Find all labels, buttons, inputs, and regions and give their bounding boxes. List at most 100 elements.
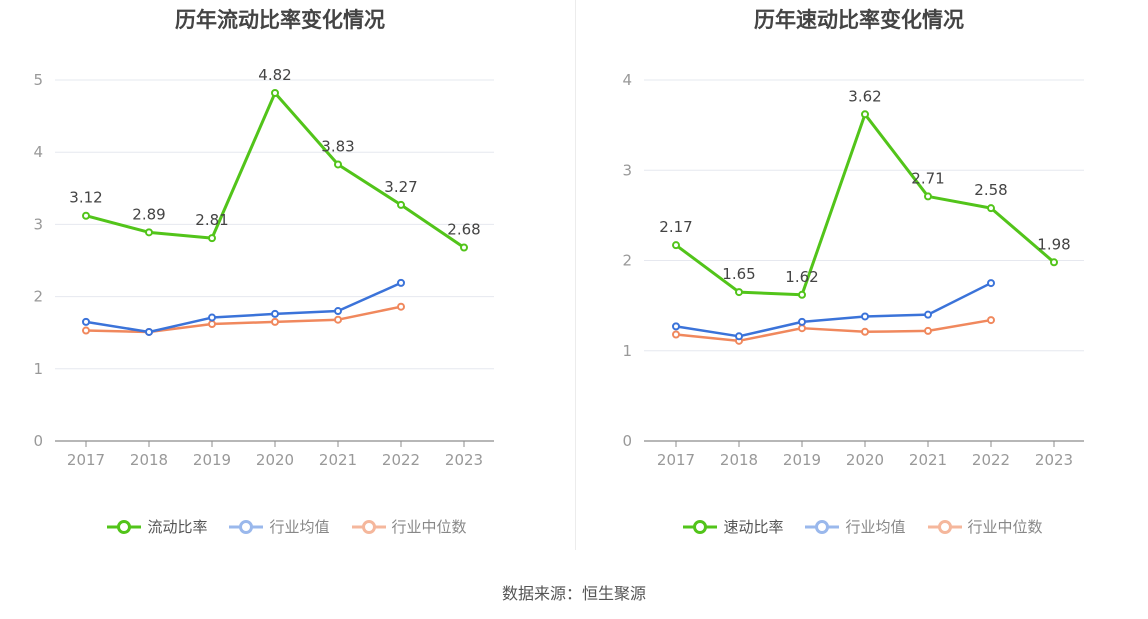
x-tick-label: 2021	[319, 451, 357, 469]
legend-line-circle-icon	[229, 519, 264, 534]
panel-divider	[575, 0, 576, 550]
data-point	[987, 316, 995, 325]
legend-item-industry-median[interactable]: 行业中位数	[351, 516, 467, 537]
data-point	[861, 110, 869, 119]
x-tick-label: 2022	[382, 451, 420, 469]
legend-line-circle-icon	[683, 519, 718, 534]
data-point	[82, 326, 90, 335]
data-point	[397, 278, 405, 287]
data-label: 1.98	[1037, 235, 1070, 253]
legend-item-industry-avg[interactable]: 行业均值	[229, 516, 330, 537]
y-tick-label: 5	[33, 71, 43, 89]
series-line	[675, 318, 992, 343]
data-point	[271, 309, 279, 318]
data-label: 1.65	[722, 265, 755, 283]
legend-label: 行业中位数	[967, 518, 1043, 536]
data-label: 2.68	[447, 221, 480, 239]
chart-legend: 流动比率 行业均值 行业中位数	[0, 516, 574, 537]
series-line	[675, 281, 992, 338]
x-tick-label: 2023	[1035, 451, 1073, 469]
data-label: 2.81	[195, 211, 228, 229]
x-tick-label: 2022	[972, 451, 1010, 469]
data-label: 3.83	[321, 137, 354, 155]
legend-label: 行业均值	[269, 518, 330, 536]
legend-item-industry-avg[interactable]: 行业均值	[805, 516, 906, 537]
data-point	[672, 322, 680, 331]
data-point	[82, 317, 90, 326]
quick-ratio-chart: 0 1 2 3 4 2017 2018 2019 2020 2021 2022 2023 2.17 1.6…	[622, 71, 1084, 469]
data-label: 1.62	[785, 268, 818, 286]
data-label: 3.12	[69, 189, 102, 207]
chart-legend: 速动比率 行业均值 行业中位数	[576, 516, 1148, 537]
data-point	[924, 310, 932, 319]
data-point	[987, 204, 995, 213]
data-source-note: 数据来源：恒生聚源	[501, 584, 646, 603]
data-point	[861, 312, 869, 321]
y-tick-label: 3	[33, 215, 43, 233]
data-point	[672, 241, 680, 250]
legend-line-circle-icon	[805, 519, 840, 534]
x-tick-label: 2019	[783, 451, 821, 469]
series-line	[85, 305, 402, 334]
data-point	[334, 315, 342, 324]
legend-label: 行业均值	[845, 518, 906, 536]
legend-item-ratio[interactable]: 速动比率	[683, 516, 783, 537]
chart-title: 历年速动比率变化情况	[754, 8, 964, 32]
data-point	[1050, 258, 1058, 267]
legend-line-circle-icon	[351, 519, 386, 534]
y-tick-label: 2	[33, 288, 43, 306]
data-point	[798, 290, 806, 299]
x-tick-label: 2021	[909, 451, 947, 469]
data-point	[397, 200, 405, 209]
data-point	[334, 307, 342, 316]
y-tick-label: 0	[622, 432, 632, 450]
series-line	[85, 281, 402, 334]
data-point	[798, 324, 806, 333]
data-point	[861, 327, 869, 336]
x-tick-label: 2020	[256, 451, 294, 469]
data-label: 3.62	[848, 87, 881, 105]
x-tick-label: 2017	[657, 451, 695, 469]
chart-title: 历年流动比率变化情况	[175, 8, 385, 32]
data-label: 2.58	[974, 181, 1007, 199]
data-point	[735, 288, 743, 297]
y-tick-label: 0	[33, 432, 43, 450]
data-point	[924, 192, 932, 201]
data-point	[271, 88, 279, 97]
x-tick-label: 2023	[445, 451, 483, 469]
data-label: 3.27	[384, 178, 417, 196]
data-point	[735, 332, 743, 341]
data-point	[460, 243, 468, 252]
x-tick-label: 2018	[130, 451, 168, 469]
x-tick-label: 2018	[720, 451, 758, 469]
data-label: 2.89	[132, 205, 165, 223]
x-tick-label: 2017	[67, 451, 105, 469]
y-tick-label: 4	[33, 143, 43, 161]
legend-item-industry-median[interactable]: 行业中位数	[927, 516, 1043, 537]
data-point	[672, 330, 680, 339]
legend-line-circle-icon	[107, 519, 142, 534]
data-point	[987, 279, 995, 288]
current-ratio-chart: 0 1 2 3 4 5 2017 2018 2019 2020 2021 2022 2023 3.12 2.…	[33, 66, 494, 469]
data-point	[397, 302, 405, 311]
data-point	[924, 326, 932, 335]
data-point	[271, 317, 279, 326]
data-point	[334, 160, 342, 169]
legend-label: 速动比率	[723, 518, 784, 536]
x-tick-label: 2020	[846, 451, 884, 469]
data-point	[82, 211, 90, 220]
legend-label: 流动比率	[147, 518, 208, 536]
y-tick-label: 2	[622, 252, 632, 270]
data-point	[798, 317, 806, 326]
y-tick-label: 1	[33, 360, 43, 378]
data-label: 4.82	[258, 66, 291, 84]
data-point	[145, 327, 153, 336]
y-tick-label: 1	[622, 342, 632, 360]
data-point	[208, 313, 216, 322]
x-tick-label: 2019	[193, 451, 231, 469]
legend-item-ratio[interactable]: 流动比率	[107, 516, 207, 537]
legend-line-circle-icon	[927, 519, 962, 534]
data-point	[145, 228, 153, 237]
data-point	[208, 320, 216, 329]
y-tick-label: 3	[622, 161, 632, 179]
